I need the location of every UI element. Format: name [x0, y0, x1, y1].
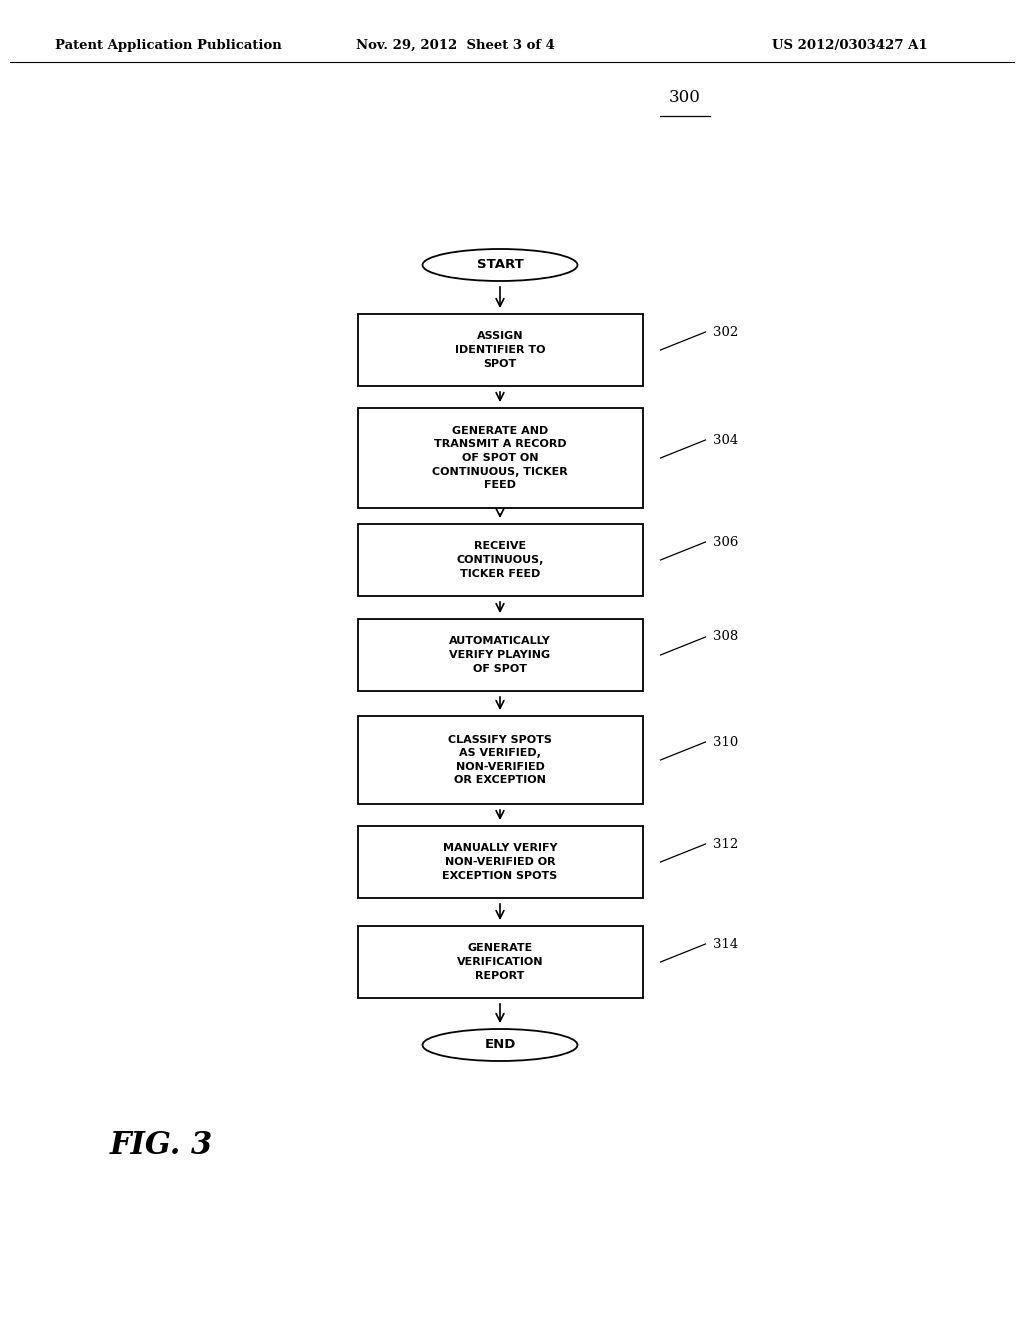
Text: 308: 308: [714, 631, 738, 644]
Text: ASSIGN
IDENTIFIER TO
SPOT: ASSIGN IDENTIFIER TO SPOT: [455, 331, 545, 368]
Text: RECEIVE
CONTINUOUS,
TICKER FEED: RECEIVE CONTINUOUS, TICKER FEED: [457, 541, 544, 578]
Text: GENERATE
VERIFICATION
REPORT: GENERATE VERIFICATION REPORT: [457, 944, 544, 981]
Text: Nov. 29, 2012  Sheet 3 of 4: Nov. 29, 2012 Sheet 3 of 4: [355, 38, 554, 51]
Text: 314: 314: [714, 937, 738, 950]
FancyBboxPatch shape: [357, 524, 642, 597]
Text: 302: 302: [714, 326, 738, 338]
FancyBboxPatch shape: [357, 826, 642, 898]
Text: 312: 312: [714, 837, 738, 850]
Text: AUTOMATICALLY
VERIFY PLAYING
OF SPOT: AUTOMATICALLY VERIFY PLAYING OF SPOT: [450, 636, 551, 673]
Text: FIG. 3: FIG. 3: [110, 1130, 213, 1160]
FancyBboxPatch shape: [357, 314, 642, 385]
Text: Patent Application Publication: Patent Application Publication: [55, 38, 282, 51]
Text: 306: 306: [714, 536, 739, 549]
FancyBboxPatch shape: [357, 927, 642, 998]
Text: GENERATE AND
TRANSMIT A RECORD
OF SPOT ON
CONTINUOUS, TICKER
FEED: GENERATE AND TRANSMIT A RECORD OF SPOT O…: [432, 426, 568, 490]
Text: CLASSIFY SPOTS
AS VERIFIED,
NON-VERIFIED
OR EXCEPTION: CLASSIFY SPOTS AS VERIFIED, NON-VERIFIED…: [449, 735, 552, 785]
Ellipse shape: [423, 1030, 578, 1061]
Text: US 2012/0303427 A1: US 2012/0303427 A1: [772, 38, 928, 51]
Ellipse shape: [423, 249, 578, 281]
FancyBboxPatch shape: [357, 619, 642, 690]
FancyBboxPatch shape: [357, 408, 642, 508]
Text: END: END: [484, 1039, 516, 1052]
Text: 304: 304: [714, 433, 738, 446]
Text: 300: 300: [669, 90, 701, 107]
Text: START: START: [476, 259, 523, 272]
FancyBboxPatch shape: [357, 715, 642, 804]
Text: MANUALLY VERIFY
NON-VERIFIED OR
EXCEPTION SPOTS: MANUALLY VERIFY NON-VERIFIED OR EXCEPTIO…: [442, 843, 558, 880]
Text: 310: 310: [714, 735, 738, 748]
